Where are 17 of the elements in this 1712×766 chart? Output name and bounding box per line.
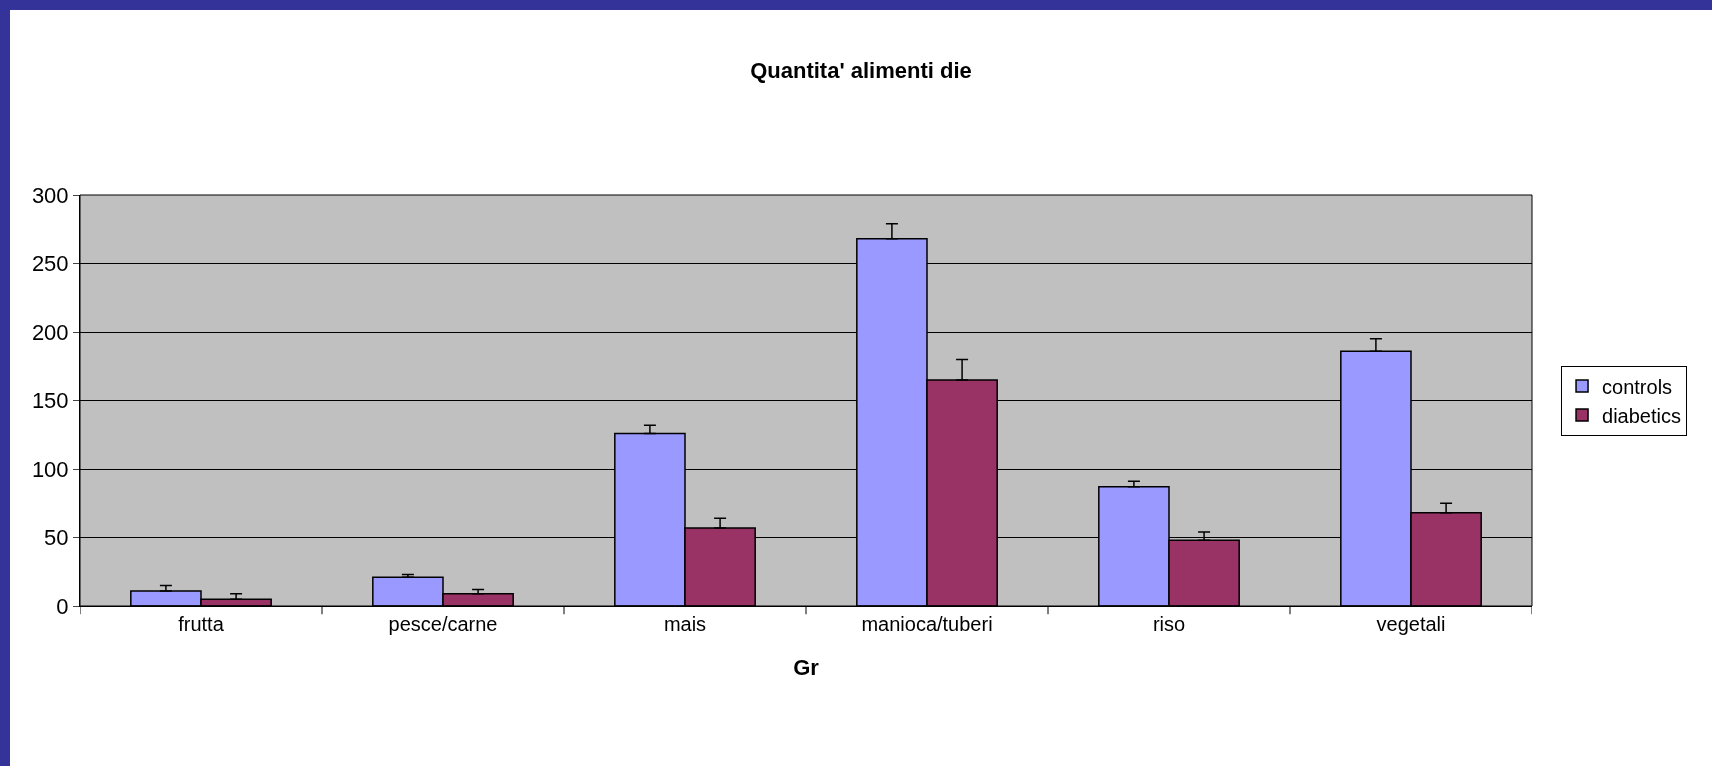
x-axis-title: Gr	[793, 654, 820, 680]
y-tick-label: 50	[44, 525, 69, 551]
x-tick-label: pesce/carne	[388, 613, 498, 635]
x-tick-label: riso	[1152, 613, 1186, 635]
y-tick-label: 300	[31, 182, 69, 208]
x-tick-label: frutta	[178, 613, 225, 635]
x-tick-label: mais	[663, 613, 707, 635]
y-tick-label: 0	[56, 593, 69, 619]
legend-label: controls	[1602, 375, 1673, 398]
y-tick-label: 100	[31, 456, 69, 482]
x-tick-label: vegetali	[1376, 613, 1446, 635]
y-tick-label: 250	[31, 251, 69, 277]
x-tick-label: manioca/tuberi	[861, 613, 993, 635]
chart-title: Quantita' alimenti die	[750, 58, 972, 84]
y-tick-label: 200	[31, 319, 69, 345]
y-tick-label: 150	[31, 388, 69, 414]
legend-label: diabetics	[1602, 404, 1681, 427]
